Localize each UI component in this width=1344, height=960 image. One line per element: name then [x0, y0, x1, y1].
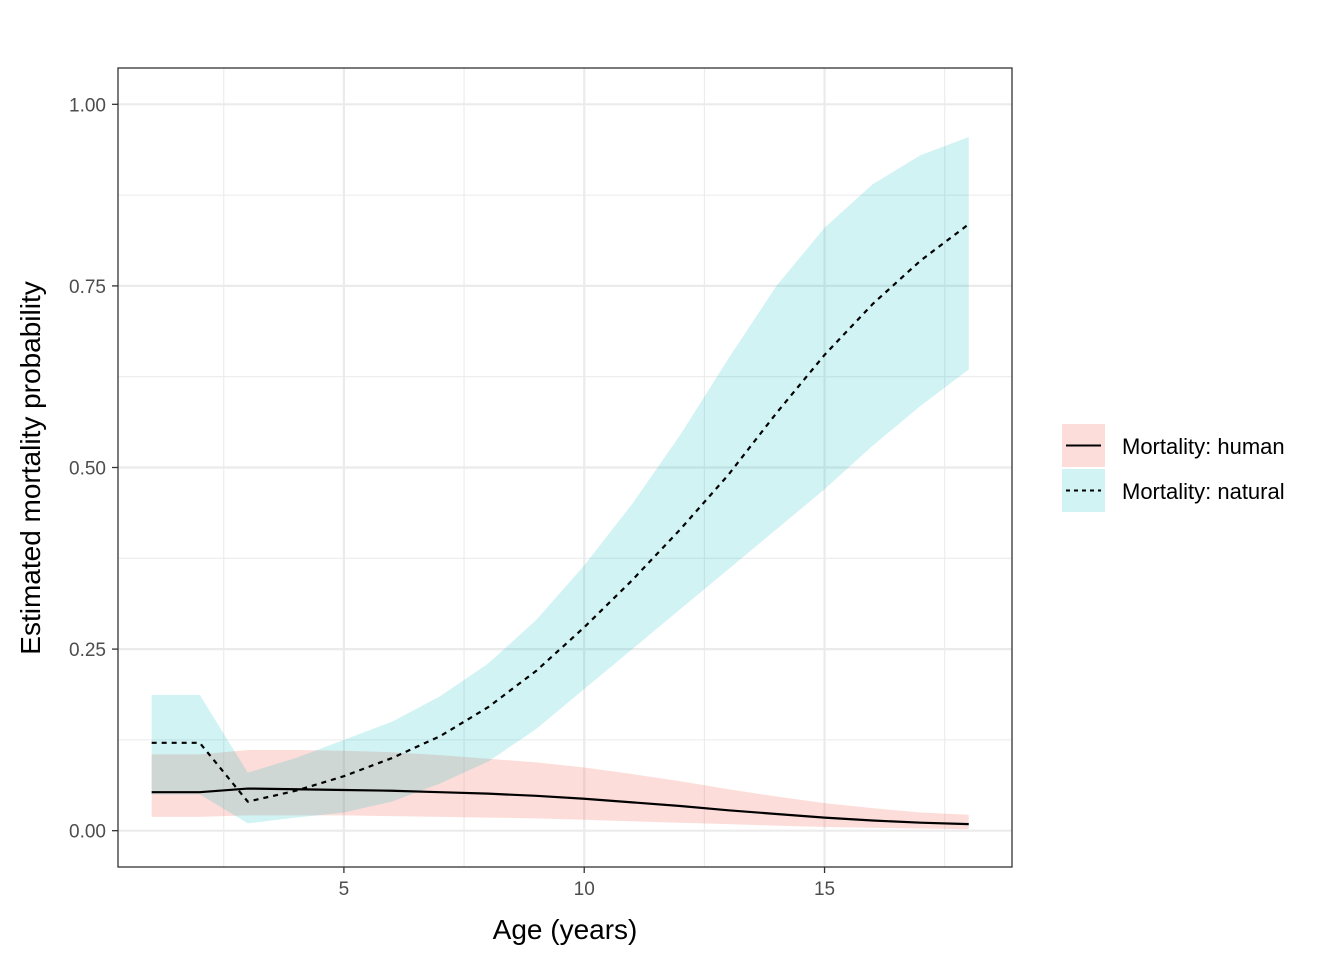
ribbon-human — [151, 750, 969, 830]
y-tick-label: 0.75 — [69, 277, 106, 298]
x-axis-title: Age (years) — [493, 914, 638, 945]
y-axis-title: Estimated mortality probability — [15, 281, 46, 654]
line-human — [151, 787, 969, 826]
legend: Mortality: human Mortality: natural — [1062, 424, 1285, 512]
y-tick-label: 0.25 — [69, 640, 106, 661]
y-tick-label: 0.50 — [69, 459, 106, 480]
y-tick-label: 0.00 — [69, 822, 106, 843]
x-tick-label: 5 — [339, 879, 350, 900]
ribbon-natural — [151, 137, 969, 824]
legend-label-human: Mortality: human — [1122, 434, 1285, 459]
x-tick-label: 10 — [574, 879, 595, 900]
series-lines — [151, 223, 970, 826]
x-tick-label: 15 — [814, 879, 835, 900]
confidence-ribbons — [151, 137, 969, 830]
grid-major — [118, 68, 1012, 867]
legend-label-natural: Mortality: natural — [1122, 479, 1285, 504]
y-axis-ticks: 0.00 0.25 0.50 0.75 1.00 — [69, 95, 118, 843]
y-tick-label: 1.00 — [69, 95, 106, 116]
line-natural — [151, 223, 970, 803]
x-axis-ticks: 5 10 15 — [339, 867, 835, 900]
